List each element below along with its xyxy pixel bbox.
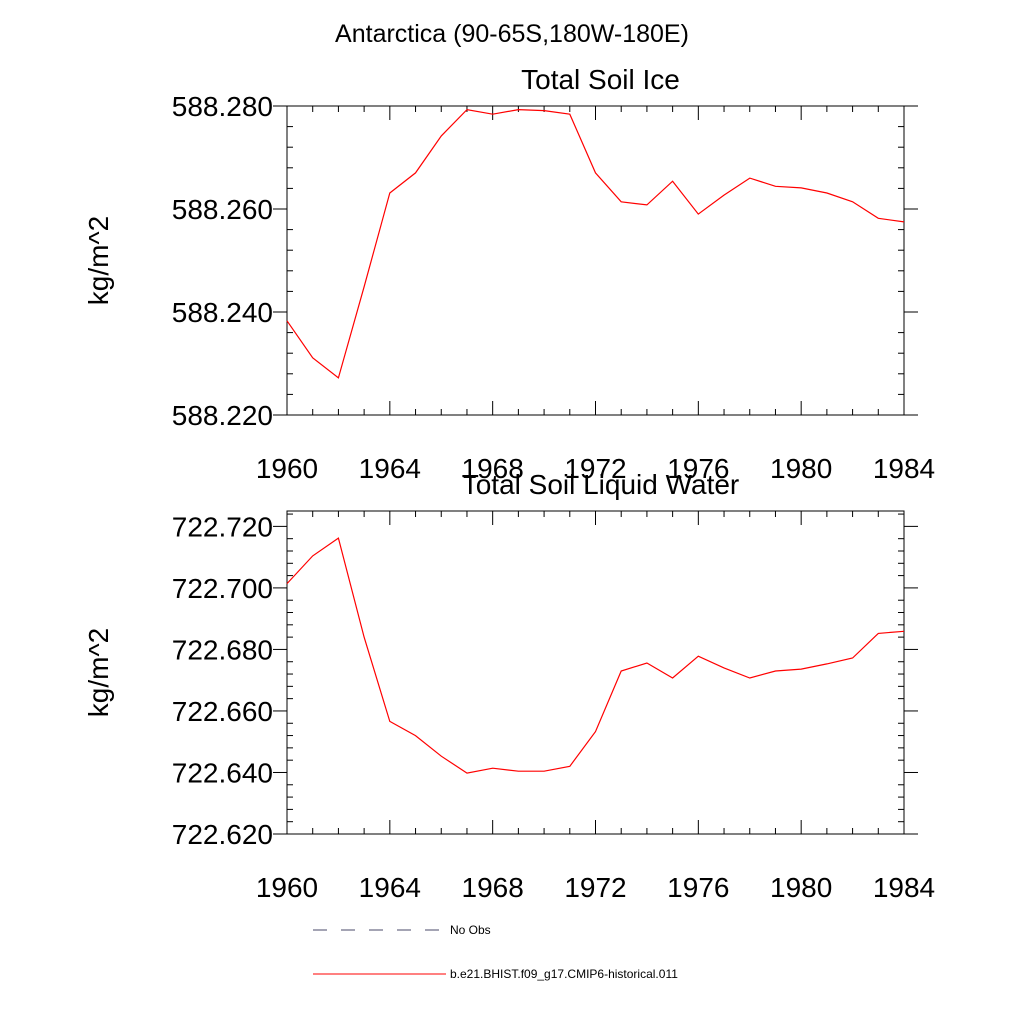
y-axis-label: kg/m^2 [83,628,114,717]
x-tick-label: 1976 [667,872,729,903]
x-tick-label: 1984 [873,872,935,903]
x-tick-label: 1964 [359,872,421,903]
figure-title: Antarctica (90-65S,180W-180E) [335,20,689,48]
y-axis-label: kg/m^2 [83,216,114,305]
panel-title: Total Soil Liquid Water [462,469,740,500]
x-tick-label: 1960 [256,872,318,903]
x-tick-label: 1964 [359,453,421,484]
y-tick-label: 588.280 [172,91,273,122]
x-tick-label: 1968 [462,453,524,484]
y-tick-label: 588.240 [172,297,273,328]
x-tick-label: 1976 [667,453,729,484]
x-tick-label: 1960 [256,453,318,484]
panel-total-soil-ice: Total Soil Ice kg/m^2 1960 1964 1968 1972 1976… [83,64,935,484]
series-line [286,537,905,774]
panel-total-soil-liquid-water: Total Soil Liquid Water kg/m^2 1960 1964 196… [83,469,935,903]
panel-title: Total Soil Ice [521,64,680,95]
y-tick-label: 722.680 [172,634,273,665]
legend-label-no-obs: No Obs [450,923,491,937]
legend: No Obs b.e21.BHIST.f09_g17.CMIP6-histori… [313,923,678,981]
y-tick-label: 722.660 [172,696,273,727]
x-tick-label: 1984 [873,453,935,484]
x-tick-label: 1972 [564,872,626,903]
x-tick-label: 1980 [770,453,832,484]
y-tick-label: 588.220 [172,400,273,431]
y-tick-label: 722.640 [172,757,273,788]
series-line [286,108,905,379]
x-tick-label: 1968 [462,872,524,903]
y-tick-label: 588.260 [172,194,273,225]
y-tick-label: 722.620 [172,819,273,850]
y-tick-label: 722.720 [172,511,273,542]
x-tick-label: 1980 [770,872,832,903]
legend-label-model-run: b.e21.BHIST.f09_g17.CMIP6-historical.011 [450,967,678,981]
y-tick-label: 722.700 [172,573,273,604]
x-tick-label: 1972 [564,453,626,484]
